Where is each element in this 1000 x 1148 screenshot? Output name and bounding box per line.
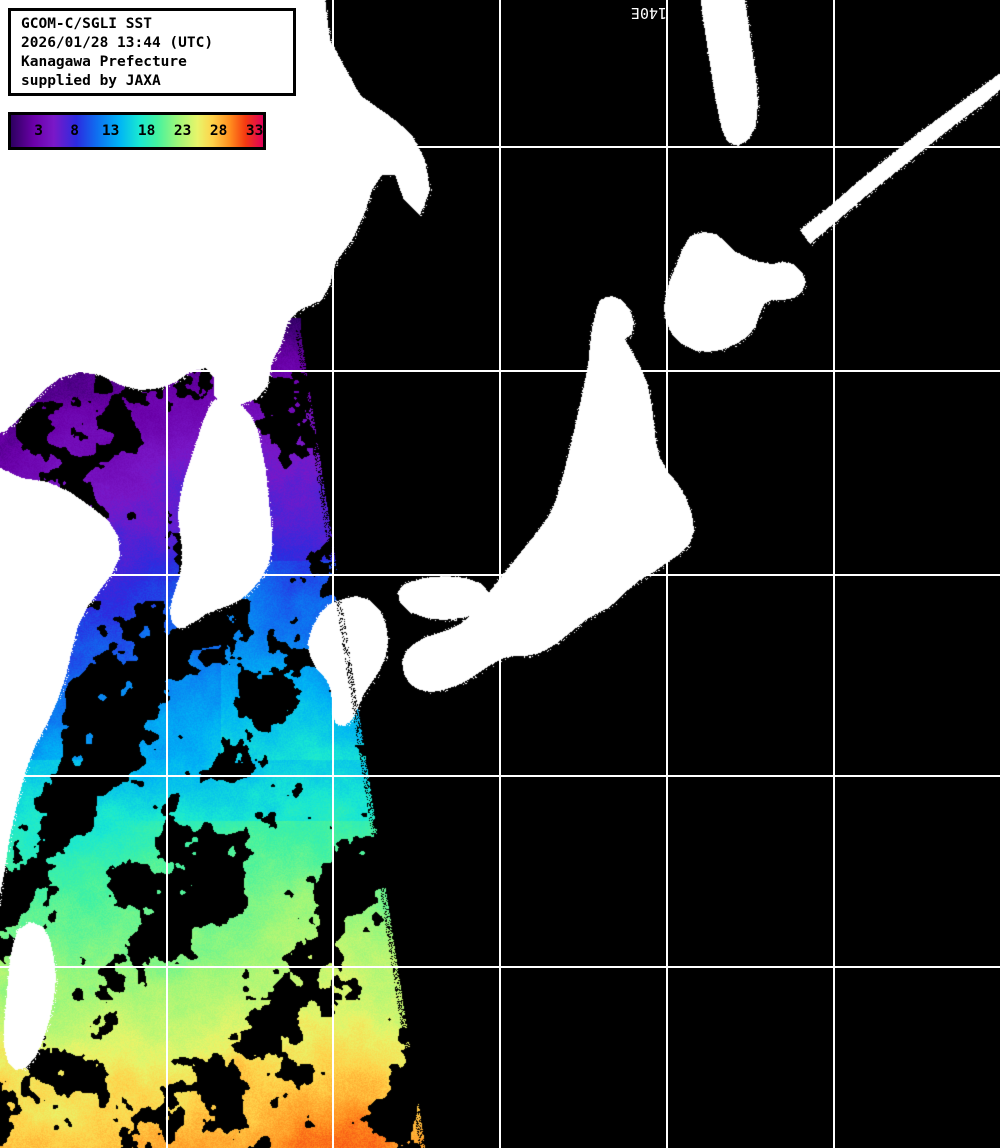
colorbar-tick-13: 13 [101, 123, 120, 139]
colorbar-tick-33: 33 [245, 123, 264, 139]
info-line-datetime: 2026/01/28 13:44 (UTC) [21, 35, 214, 51]
colorbar-tick-23: 23 [173, 123, 192, 139]
info-line-region: Kanagawa Prefecture [21, 54, 187, 70]
colorbar-gradient [11, 115, 263, 147]
longitude-label-140e: 140E [630, 4, 667, 22]
sst-colorbar: 3 8 13 18 23 28 33 [8, 112, 266, 150]
info-box: GCOM-C/SGLI SST 2026/01/28 13:44 (UTC) K… [8, 8, 296, 96]
colorbar-tick-3: 3 [34, 123, 43, 139]
colorbar-tick-8: 8 [70, 123, 79, 139]
colorbar-tick-28: 28 [209, 123, 228, 139]
colorbar-tick-labels: 3 8 13 18 23 28 33 [11, 115, 263, 147]
latitude-label-40n: 40N [0, 354, 22, 372]
colorbar-tick-18: 18 [137, 123, 156, 139]
info-line-product: GCOM-C/SGLI SST [21, 16, 152, 32]
info-line-credit: supplied by JAXA [21, 73, 161, 89]
